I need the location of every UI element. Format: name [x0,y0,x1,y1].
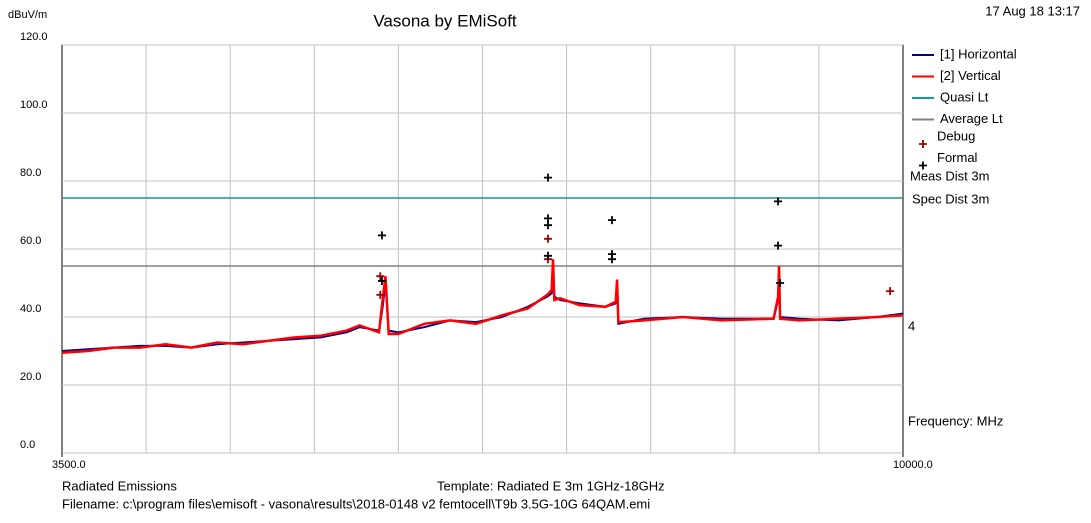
y-tick-label: 60.0 [20,235,41,247]
y-tick-label: 20.0 [20,371,41,383]
legend-swatch [919,161,927,170]
legend-label: [1] Horizontal [940,46,1017,61]
marker [543,234,552,243]
x-tick-label: 3500.0 [52,459,86,471]
marker [774,241,783,250]
marker [376,290,385,299]
y-tick-label: 40.0 [20,303,41,315]
x-axis-label: Frequency: MHz [908,413,1003,428]
y-tick-label: 0.0 [20,439,35,451]
marker [776,279,785,287]
chart-title: Vasona by EMiSoft [373,11,517,30]
marker [886,287,895,296]
y-tick-label: 120.0 [20,31,48,43]
footer: Radiated Emissions [62,478,177,493]
marker [608,255,617,264]
x-tick-label: 10000.0 [893,459,933,471]
y-tick-label: 80.0 [20,167,41,179]
trace [61,259,904,354]
marker [543,214,552,223]
footer: Filename: c:\program files\emisoft - vas… [62,496,650,511]
legend-label: Debug [937,128,975,143]
legend-swatch [919,140,927,148]
y-tick-label: 100.0 [20,99,48,111]
marker [774,197,783,206]
end-marker: 4 [908,318,915,333]
timestamp: 17 Aug 18 13:17 [985,3,1080,18]
marker [377,231,386,240]
legend-label: Formal [937,150,978,165]
marker [376,272,385,281]
legend-label: Average Lt [940,111,1003,126]
marker [543,251,552,260]
marker [543,221,552,230]
legend-label: Quasi Lt [940,89,989,104]
marker [377,276,386,285]
footer: Template: Radiated E 3m 1GHz-18GHz [437,478,665,493]
marker [543,173,552,182]
legend-label: [2] Vertical [940,68,1001,83]
note: Meas Dist 3m [910,168,989,183]
note: Spec Dist 3m [912,191,989,206]
marker [608,216,617,225]
y-axis-label: dBuV/m [8,9,47,21]
